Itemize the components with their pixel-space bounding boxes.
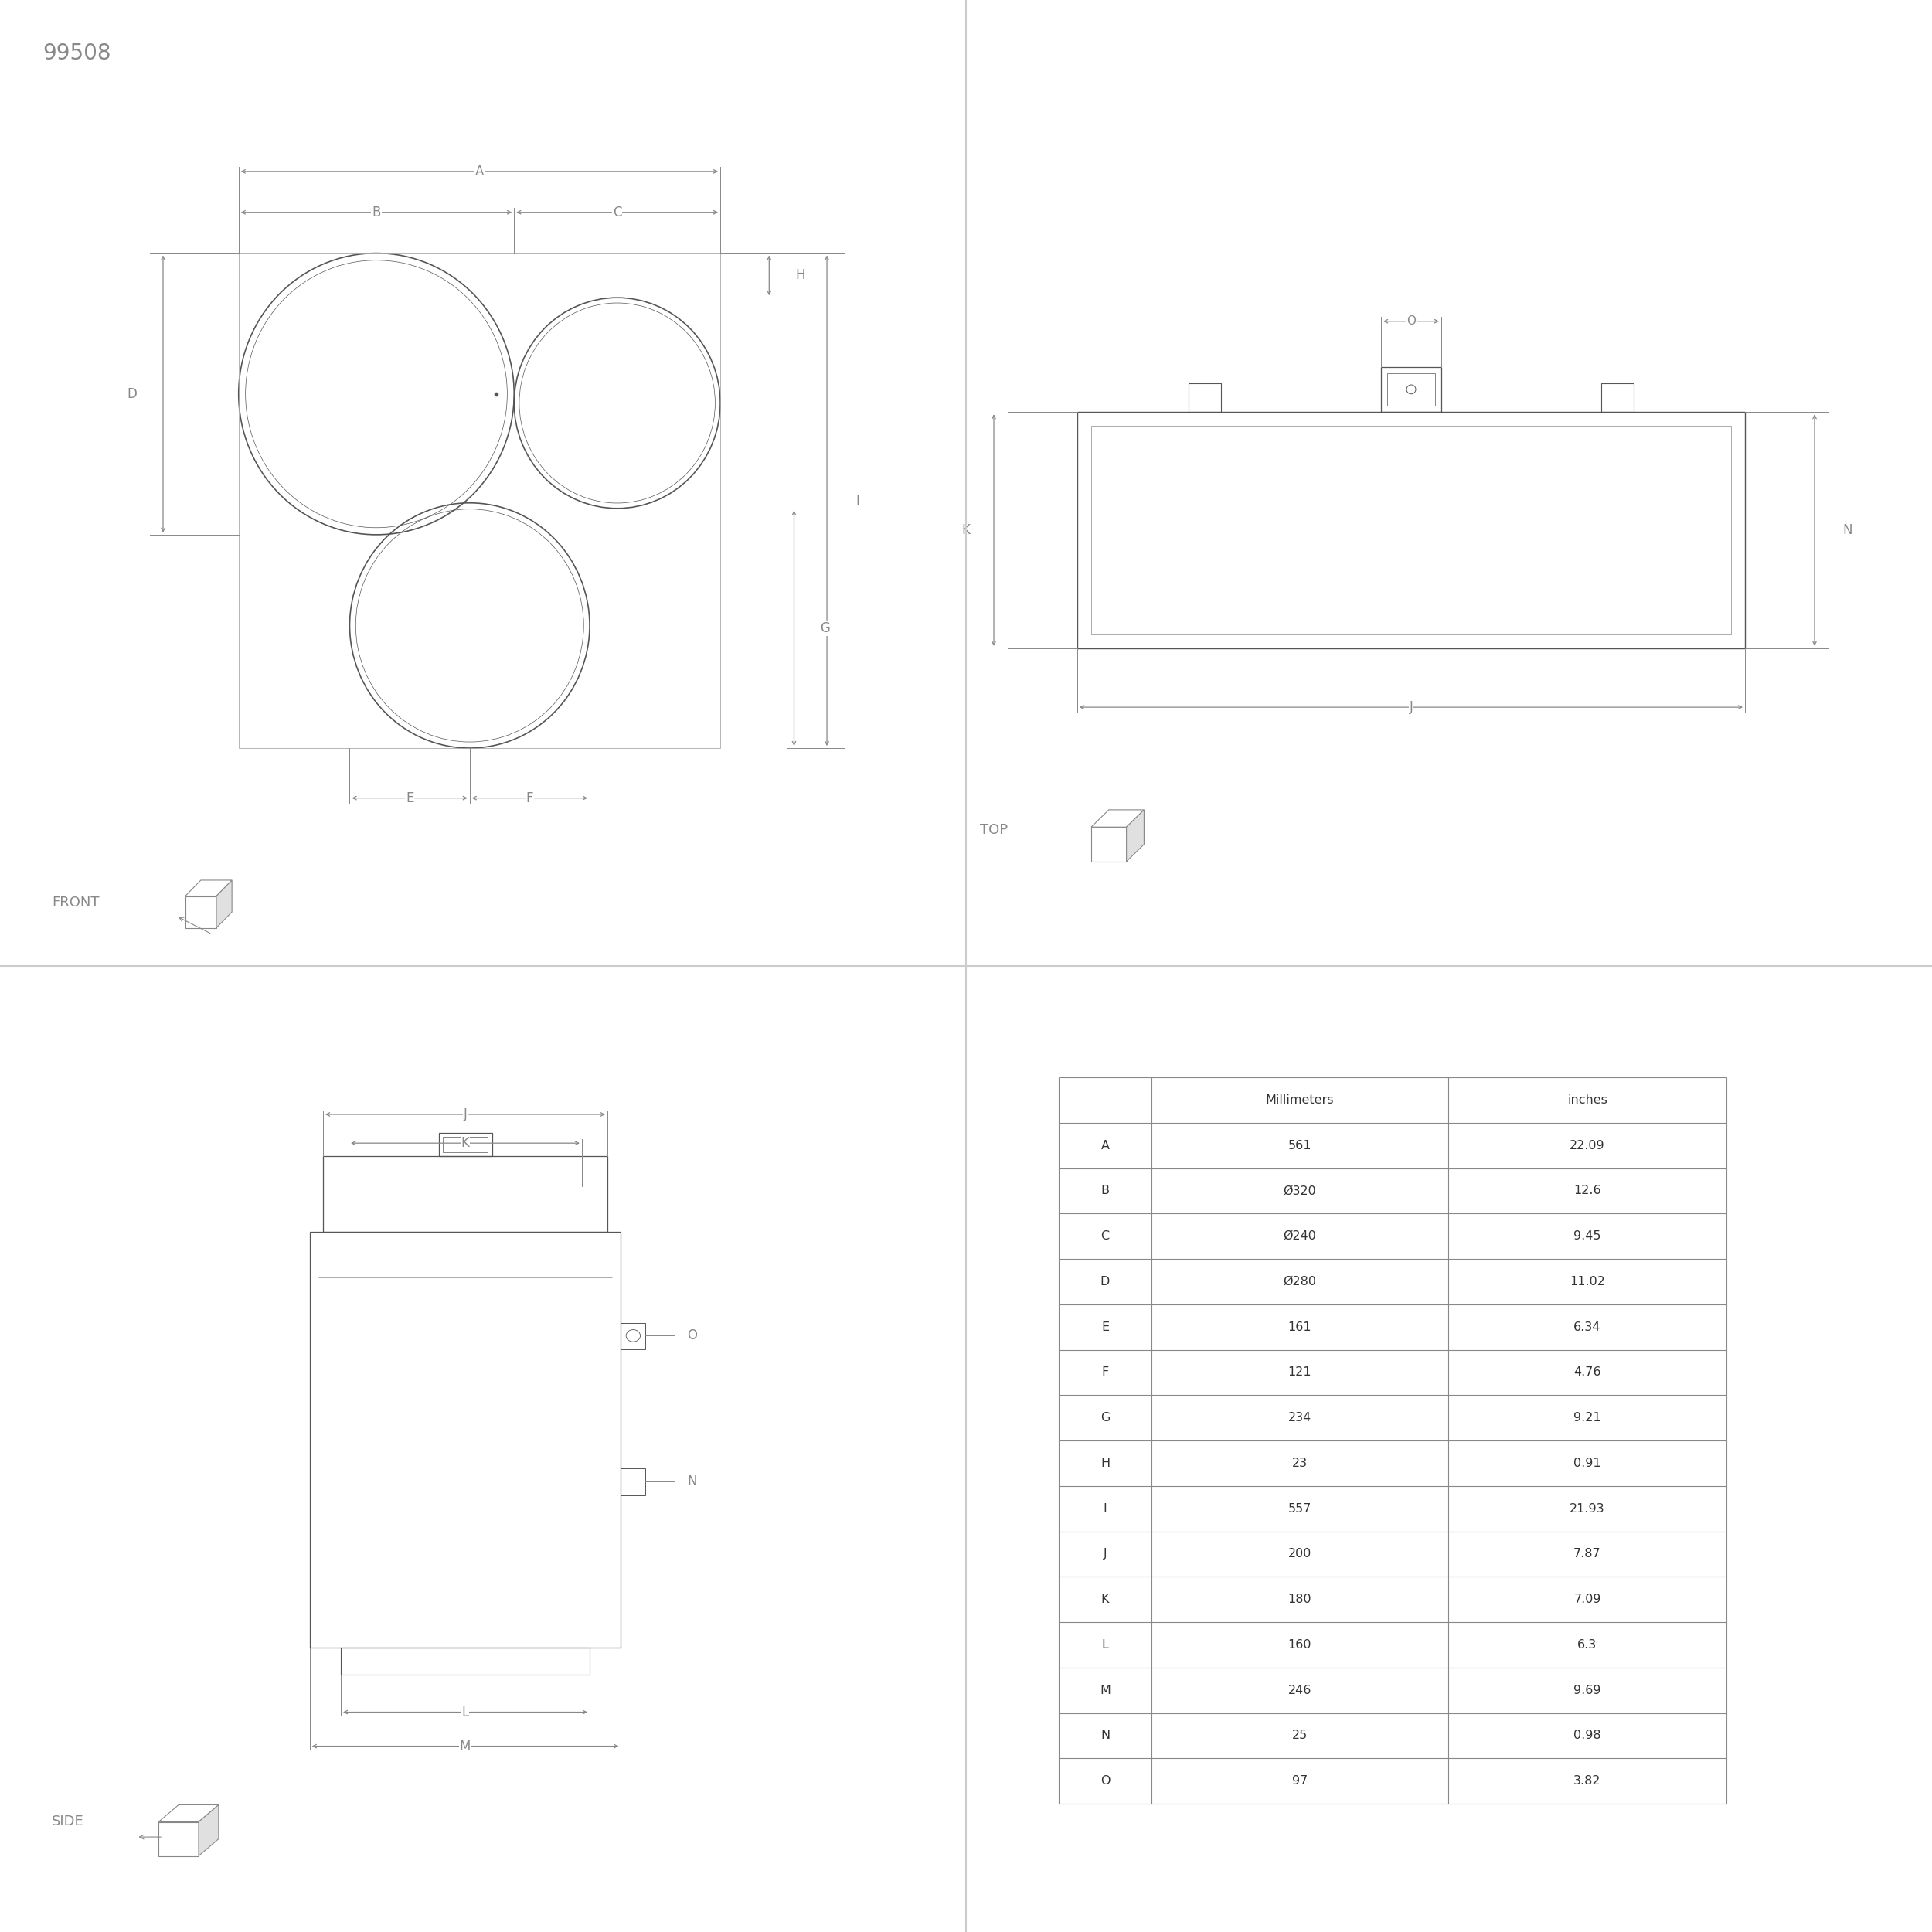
Text: 200: 200 [1289, 1548, 1312, 1559]
Text: F: F [1101, 1366, 1109, 1378]
Text: E: E [1101, 1321, 1109, 1333]
Text: M: M [460, 1739, 471, 1752]
Polygon shape [216, 881, 232, 927]
Text: J: J [1408, 699, 1412, 715]
Bar [1381, 367, 1441, 412]
Polygon shape [199, 1804, 218, 1857]
Text: D: D [128, 386, 137, 400]
Text: G: G [821, 622, 831, 636]
Polygon shape [1092, 827, 1126, 862]
Text: Ø240: Ø240 [1283, 1231, 1316, 1242]
Text: H: H [1101, 1457, 1109, 1468]
Text: 6.34: 6.34 [1575, 1321, 1602, 1333]
Text: Ø320: Ø320 [1283, 1184, 1316, 1196]
Text: K: K [962, 524, 970, 537]
Text: J: J [464, 1107, 468, 1121]
Text: N: N [688, 1474, 697, 1488]
Text: 21.93: 21.93 [1569, 1503, 1605, 1515]
Text: N: N [1101, 1729, 1109, 1741]
Text: 4.76: 4.76 [1573, 1366, 1602, 1378]
Bar [1078, 412, 1745, 649]
Text: A: A [475, 164, 483, 178]
Bar [1387, 373, 1435, 406]
Text: N: N [1843, 524, 1853, 537]
Polygon shape [1092, 810, 1144, 827]
Text: 9.21: 9.21 [1573, 1412, 1602, 1424]
Text: O: O [1101, 1776, 1109, 1787]
Text: 23: 23 [1293, 1457, 1308, 1468]
Text: 9.45: 9.45 [1573, 1231, 1602, 1242]
Text: FRONT: FRONT [52, 896, 100, 910]
Text: SIDE: SIDE [52, 1814, 85, 1830]
Bar [620, 1468, 645, 1495]
Polygon shape [158, 1804, 218, 1822]
Text: 160: 160 [1289, 1638, 1312, 1650]
Text: O: O [1406, 315, 1416, 327]
Text: I: I [856, 495, 860, 508]
Text: 12.6: 12.6 [1573, 1184, 1602, 1196]
Text: H: H [796, 269, 806, 282]
Text: 25: 25 [1293, 1729, 1308, 1741]
Text: inches: inches [1567, 1094, 1607, 1105]
Text: B: B [373, 205, 381, 218]
Polygon shape [158, 1822, 199, 1857]
Text: L: L [1101, 1638, 1109, 1650]
Text: I: I [1103, 1503, 1107, 1515]
Text: 9.69: 9.69 [1573, 1685, 1602, 1696]
Bar [1602, 383, 1634, 412]
Text: E: E [406, 790, 413, 806]
Text: A: A [1101, 1140, 1109, 1151]
Text: L: L [462, 1706, 469, 1719]
Text: 561: 561 [1289, 1140, 1312, 1151]
Text: Ø280: Ø280 [1283, 1275, 1316, 1287]
Text: D: D [1101, 1275, 1109, 1287]
Text: 180: 180 [1289, 1594, 1312, 1605]
Bar [323, 1155, 607, 1233]
Text: 234: 234 [1289, 1412, 1312, 1424]
Bar [1092, 425, 1731, 634]
Text: F: F [526, 790, 533, 806]
Text: 0.98: 0.98 [1573, 1729, 1602, 1741]
Text: 99508: 99508 [43, 43, 110, 64]
Text: B: B [1101, 1184, 1109, 1196]
Text: 22.09: 22.09 [1569, 1140, 1605, 1151]
Text: 6.3: 6.3 [1578, 1638, 1598, 1650]
Text: 7.87: 7.87 [1573, 1548, 1602, 1559]
Bar [442, 1138, 487, 1151]
Text: J: J [1103, 1548, 1107, 1559]
Bar [340, 1648, 589, 1675]
Text: 121: 121 [1289, 1366, 1312, 1378]
Text: K: K [462, 1136, 469, 1150]
Text: Millimeters: Millimeters [1265, 1094, 1333, 1105]
Text: 97: 97 [1293, 1776, 1308, 1787]
Text: 246: 246 [1289, 1685, 1312, 1696]
Text: O: O [688, 1329, 697, 1343]
Polygon shape [1126, 810, 1144, 862]
Text: 161: 161 [1289, 1321, 1312, 1333]
Text: M: M [1099, 1685, 1111, 1696]
Text: TOP: TOP [980, 823, 1009, 837]
Text: 3.82: 3.82 [1573, 1776, 1602, 1787]
Text: 557: 557 [1289, 1503, 1312, 1515]
Text: 7.09: 7.09 [1573, 1594, 1602, 1605]
Bar [309, 1233, 620, 1648]
Bar [620, 1323, 645, 1349]
Text: G: G [1101, 1412, 1109, 1424]
Polygon shape [185, 896, 216, 927]
Bar [240, 253, 721, 748]
Text: 0.91: 0.91 [1573, 1457, 1602, 1468]
Bar [1188, 383, 1221, 412]
Text: C: C [1101, 1231, 1109, 1242]
Polygon shape [185, 881, 232, 896]
Text: 11.02: 11.02 [1569, 1275, 1605, 1287]
Text: C: C [612, 205, 622, 218]
Text: K: K [1101, 1594, 1109, 1605]
Bar [439, 1134, 493, 1155]
